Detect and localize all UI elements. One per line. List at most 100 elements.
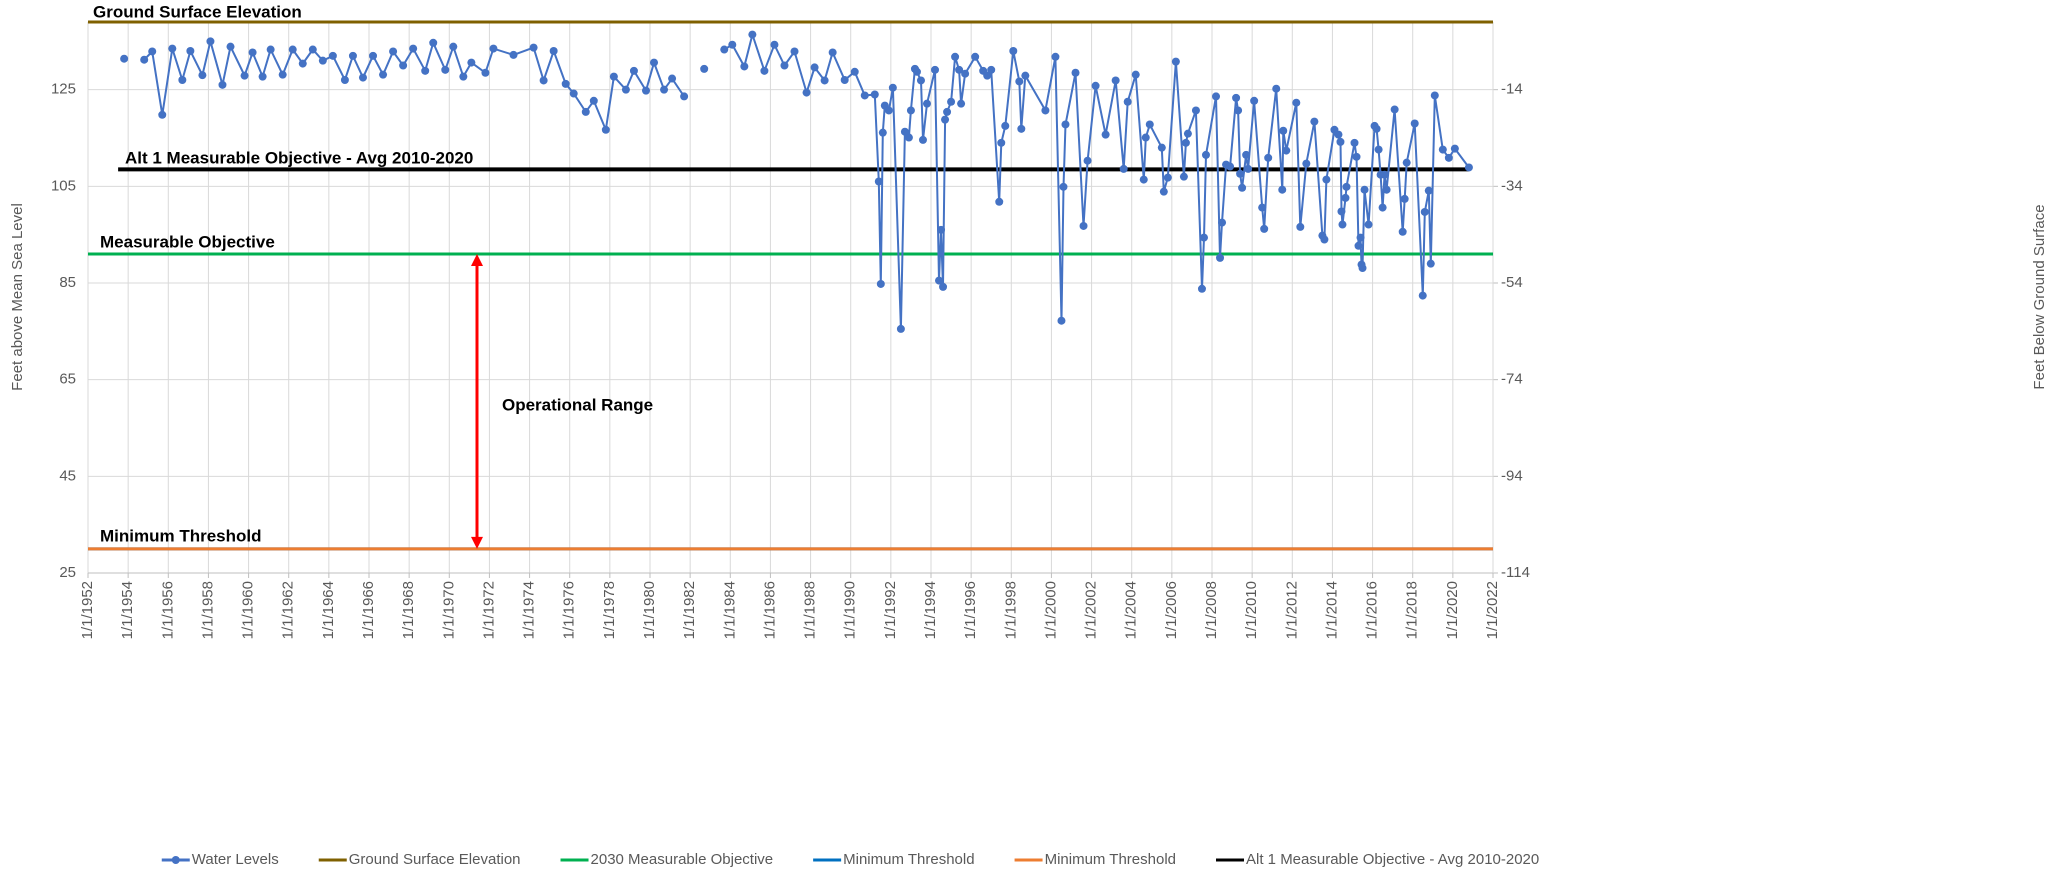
data-point [641,86,650,95]
data-point [660,85,669,94]
data-point [168,44,177,53]
data-point [549,47,558,55]
data-point [1464,163,1473,172]
data-point [1226,162,1235,171]
x-tick-label: 1/1/2012 [1283,581,1300,639]
data-point [1424,186,1433,195]
data-point [947,97,956,106]
data-point [1320,235,1329,244]
data-point [399,61,408,70]
annotation: Minimum Threshold [100,526,262,545]
legend-marker [171,856,180,864]
y2-tick-label: -74 [1501,371,1523,388]
data-point [298,59,307,68]
data-point [922,99,931,108]
x-tick-label: 1/1/1956 [159,581,176,639]
data-point [1250,96,1259,105]
y2-tick-label: -34 [1501,177,1523,194]
data-point [1390,105,1399,114]
data-point [1352,152,1361,161]
data-point [1380,170,1389,179]
x-tick-label: 1/1/2000 [1042,581,1059,639]
data-point [1244,164,1253,173]
x-tick-label: 1/1/2004 [1123,581,1140,639]
data-point [1218,218,1227,227]
data-point [874,177,883,186]
data-point [1111,76,1120,85]
data-point [1179,172,1188,181]
data-point [1083,156,1092,165]
data-point [1163,173,1172,182]
data-point [1444,153,1453,162]
y-tick-label: 45 [59,467,76,484]
data-point [198,71,207,80]
x-tick-label: 1/1/1960 [240,581,257,639]
data-point [421,66,430,75]
data-point [931,65,940,74]
data-point [997,138,1006,147]
data-point [1341,193,1350,202]
x-tick-label: 1/1/1976 [561,581,578,639]
x-tick-label: 1/1/2002 [1083,581,1100,639]
x-tick-label: 1/1/1980 [641,581,658,639]
data-point [840,76,849,84]
data-point [876,279,885,288]
data-point [1438,145,1447,154]
y2-tick-label: -14 [1501,81,1523,98]
x-tick-label: 1/1/2016 [1364,581,1381,639]
data-point [206,37,215,46]
y-axis-title: Feet above Mean Sea Level [9,203,26,391]
data-point [961,69,970,78]
data-point [1021,71,1030,80]
data-point [539,76,548,85]
data-point [1197,284,1206,293]
data-point [1430,91,1439,100]
x-tick-label: 1/1/1984 [721,581,738,639]
data-point [1336,137,1345,146]
x-tick-label: 1/1/1986 [761,581,778,639]
data-point [888,83,897,92]
data-point [358,73,367,82]
data-point [1356,233,1365,242]
data-point [140,55,149,64]
x-tick-label: 1/1/1972 [480,581,497,639]
data-point [1236,169,1245,178]
x-tick-label: 1/1/2006 [1163,581,1180,639]
data-point [601,125,610,134]
data-point [629,66,638,75]
data-point [581,107,590,116]
data-point [1119,164,1128,173]
data-point [650,58,659,67]
data-point [1296,222,1305,231]
legend-label: 2030 Measurable Objective [591,851,774,868]
data-point [1001,121,1010,130]
data-point [1216,253,1225,262]
x-tick-label: 1/1/2018 [1404,581,1421,639]
data-point [441,65,450,74]
data-point [186,47,195,55]
x-tick-label: 1/1/1988 [802,581,819,639]
data-point [935,276,944,285]
x-tick-label: 1/1/1964 [320,581,337,639]
data-point [248,48,257,57]
y-tick-label: 65 [59,371,76,388]
data-point [318,56,327,65]
data-point [1282,146,1291,155]
data-point [943,107,952,116]
data-point [700,64,709,73]
data-point [1139,175,1148,184]
data-point [1131,70,1140,79]
legend-label: Alt 1 Measurable Objective - Avg 2010-20… [1246,851,1539,868]
x-tick-label: 1/1/1982 [681,581,698,639]
x-tick-label: 1/1/1954 [119,581,136,639]
data-point [1278,185,1287,194]
x-tick-label: 1/1/1970 [440,581,457,639]
data-point [489,44,498,53]
data-point [1292,98,1301,107]
data-point [1382,185,1391,194]
data-point [1057,316,1066,325]
data-point [1350,138,1359,147]
data-point [955,65,964,74]
data-point [1338,220,1347,229]
x-tick-label: 1/1/2020 [1444,581,1461,639]
